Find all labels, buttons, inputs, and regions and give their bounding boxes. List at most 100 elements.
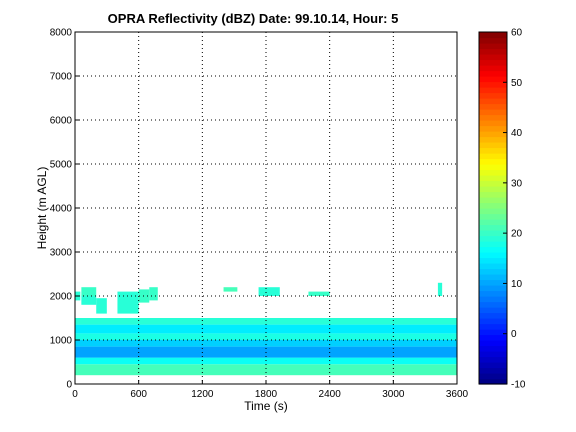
echo-patch xyxy=(308,291,330,296)
colorbar-segment xyxy=(479,334,507,341)
colorbar-segment xyxy=(479,76,507,83)
colorbar-segment xyxy=(479,87,507,94)
y-tick-label: 8000 xyxy=(50,28,73,39)
colorbar-segment xyxy=(479,235,507,242)
y-tick-label: 3000 xyxy=(50,248,73,259)
colorbar-segment xyxy=(479,180,507,187)
colorbar-segment xyxy=(479,48,507,55)
x-axis-label: Time (s) xyxy=(244,399,288,413)
colorbar-segment xyxy=(479,296,507,303)
colorbar-segment xyxy=(479,318,507,325)
colorbar-segment xyxy=(479,219,507,226)
colorbar-segment xyxy=(479,103,507,110)
colorbar-segment xyxy=(479,131,507,138)
colorbar-segment xyxy=(479,329,507,336)
y-tick-label: 7000 xyxy=(50,72,73,83)
colorbar-segment xyxy=(479,202,507,209)
echo-patch xyxy=(223,287,238,292)
colorbar-segment xyxy=(479,92,507,99)
colorbar-segment xyxy=(479,274,507,281)
colorbar-frame xyxy=(478,31,508,385)
x-tick-label: 2400 xyxy=(319,389,342,400)
x-axis-ticks: 0 600 1200 1800 2400 3000 3600 xyxy=(72,380,469,400)
x-tick-label: 0 xyxy=(72,389,78,400)
colorbar-segment xyxy=(479,153,507,160)
colorbar-segment xyxy=(479,208,507,215)
y-tick-label: 0 xyxy=(66,380,72,391)
echo-patch xyxy=(149,287,158,301)
colorbar-segment xyxy=(479,70,507,77)
colorbar-segment xyxy=(479,54,507,61)
colorbar-segment xyxy=(479,345,507,352)
colorbar-segment xyxy=(479,37,507,44)
colorbar-segment xyxy=(479,114,507,121)
y-tick-label: 2000 xyxy=(50,292,73,303)
colorbar-segment xyxy=(479,175,507,182)
colorbar-segment xyxy=(479,147,507,154)
colorbar-segment xyxy=(479,312,507,319)
colorbar-segment xyxy=(479,257,507,264)
y-tick-label: 4000 xyxy=(50,204,73,215)
echo-patch xyxy=(81,296,97,305)
colorbar-segment xyxy=(479,32,507,39)
colorbar-tick-label: 30 xyxy=(511,178,523,189)
colorbar-segment xyxy=(479,373,507,380)
y-axis-label: Height (m AGL) xyxy=(35,167,49,250)
echo-patch xyxy=(258,287,280,296)
colorbar-segment xyxy=(479,81,507,88)
colorbar-segment xyxy=(479,125,507,132)
colorbar xyxy=(479,32,507,385)
colorbar-segment xyxy=(479,263,507,270)
colorbar-segment xyxy=(479,191,507,198)
colorbar-tick-label: 10 xyxy=(511,279,523,290)
echo-patch xyxy=(96,298,107,314)
colorbar-segment xyxy=(479,109,507,116)
colorbar-tick-label: 20 xyxy=(511,229,523,240)
colorbar-segment xyxy=(479,142,507,149)
colorbar-segment xyxy=(479,252,507,259)
colorbar-segment xyxy=(479,323,507,330)
grid-lines xyxy=(75,32,457,384)
colorbar-segment xyxy=(479,43,507,50)
colorbar-segment xyxy=(479,290,507,297)
colorbar-segment xyxy=(479,65,507,72)
x-tick-label: 600 xyxy=(130,389,147,400)
colorbar-segment xyxy=(479,213,507,220)
colorbar-segment xyxy=(479,158,507,165)
colorbar-segment xyxy=(479,268,507,275)
colorbar-tick-label: 40 xyxy=(511,128,523,139)
colorbar-segment xyxy=(479,186,507,193)
colorbar-segment xyxy=(479,230,507,237)
echo-patch xyxy=(117,291,139,314)
colorbar-segment xyxy=(479,197,507,204)
colorbar-tick-label: 60 xyxy=(511,28,523,39)
colorbar-segment xyxy=(479,301,507,308)
x-tick-label: 3600 xyxy=(446,389,469,400)
layer-band xyxy=(75,340,457,347)
y-tick-label: 5000 xyxy=(50,160,73,171)
colorbar-segment xyxy=(479,285,507,292)
colorbar-segment xyxy=(479,367,507,374)
x-tick-label: 1200 xyxy=(191,389,214,400)
colorbar-segment xyxy=(479,98,507,105)
colorbar-segment xyxy=(479,279,507,286)
colorbar-segment xyxy=(479,136,507,143)
colorbar-segment xyxy=(479,340,507,347)
y-tick-label: 6000 xyxy=(50,116,73,127)
y-tick-label: 1000 xyxy=(50,336,73,347)
colorbar-segment xyxy=(479,307,507,314)
colorbar-segment xyxy=(479,169,507,176)
layer-band xyxy=(75,364,457,376)
colorbar-segment xyxy=(479,241,507,248)
colorbar-segment xyxy=(479,351,507,358)
colorbar-segment xyxy=(479,224,507,231)
chart-title: OPRA Reflectivity (dBZ) Date: 99.10.14, … xyxy=(108,11,399,26)
colorbar-segment xyxy=(479,120,507,127)
x-tick-label: 3000 xyxy=(382,389,405,400)
colorbar-ticks: -10 0 10 20 30 40 50 60 xyxy=(503,28,526,391)
colorbar-segment xyxy=(479,356,507,363)
colorbar-tick-label: 0 xyxy=(511,329,517,340)
colorbar-segment xyxy=(479,246,507,253)
colorbar-tick-label: -10 xyxy=(511,380,526,391)
